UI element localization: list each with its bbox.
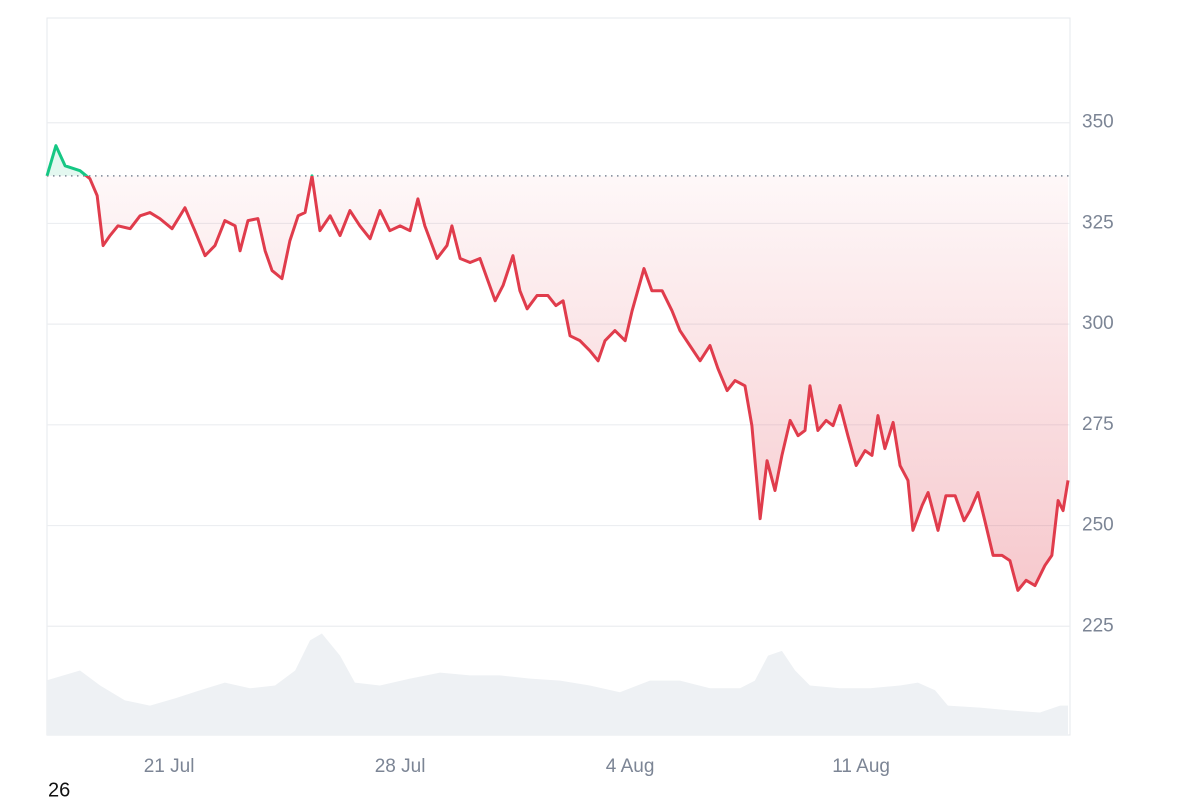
x-tick-label: 11 Aug [832, 756, 890, 777]
y-tick-label: 250 [1082, 515, 1114, 536]
annotation: 26 [48, 779, 70, 800]
down-area [86, 175, 1069, 591]
volume-area [47, 633, 1069, 735]
y-tick-label: 325 [1082, 212, 1114, 233]
y-tick-label: 350 [1082, 112, 1114, 133]
price-line [47, 175, 1070, 592]
y-tick-label: 300 [1082, 313, 1114, 334]
y-tick-label: 275 [1082, 414, 1114, 435]
y-tick-label: 225 [1082, 615, 1114, 636]
x-tick-label: 4 Aug [606, 756, 655, 777]
x-tick-label: 21 Jul [144, 756, 195, 777]
x-tick-label: 28 Jul [375, 756, 426, 777]
